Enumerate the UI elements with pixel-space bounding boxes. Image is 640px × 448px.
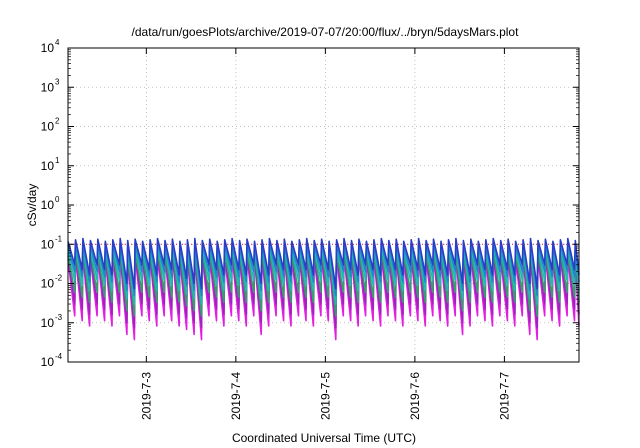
y-tick-exponent: 1 xyxy=(55,156,60,165)
y-axis-label: cSv/day xyxy=(25,184,39,227)
series-line xyxy=(67,249,580,317)
x-tick-label: 2019-7-6 xyxy=(408,372,422,420)
y-tick-label: 10 xyxy=(41,198,55,212)
x-tick-label: 2019-7-5 xyxy=(318,372,332,420)
y-tick-exponent: -1 xyxy=(55,234,63,243)
y-tick-label: 10 xyxy=(41,41,55,55)
y-tick-exponent: -4 xyxy=(55,352,63,361)
x-axis-label: Coordinated Universal Time (UTC) xyxy=(232,431,416,445)
y-tick-label: 10 xyxy=(41,316,55,330)
x-tick-label: 2019-7-7 xyxy=(497,372,511,420)
x-axis: 2019-7-3 2019-7-4 2019-7-5 2019-7-6 2019-7-7 xyxy=(139,48,511,420)
y-tick-exponent: -3 xyxy=(55,313,63,322)
x-tick-label: 2019-7-4 xyxy=(229,372,243,420)
y-tick-label: 10 xyxy=(41,120,55,134)
series-group xyxy=(67,237,580,341)
y-tick-exponent: 3 xyxy=(55,77,60,86)
y-tick-exponent: 2 xyxy=(55,117,60,126)
y-tick-exponent: 0 xyxy=(55,195,60,204)
x-tick-label: 2019-7-3 xyxy=(139,372,153,420)
chart-title: /data/run/goesPlots/archive/2019-07-07/2… xyxy=(132,25,520,39)
y-tick-label: 10 xyxy=(41,237,55,251)
y-tick-label: 10 xyxy=(41,277,55,291)
y-tick-exponent: -2 xyxy=(55,274,63,283)
series-line xyxy=(67,245,580,305)
y-tick-exponent: 4 xyxy=(55,38,60,47)
grid xyxy=(68,47,579,363)
series-line xyxy=(67,237,580,290)
y-tick-label: 10 xyxy=(41,355,55,369)
series-line xyxy=(67,241,580,297)
y-tick-label: 10 xyxy=(41,80,55,94)
y-tick-label: 10 xyxy=(41,159,55,173)
